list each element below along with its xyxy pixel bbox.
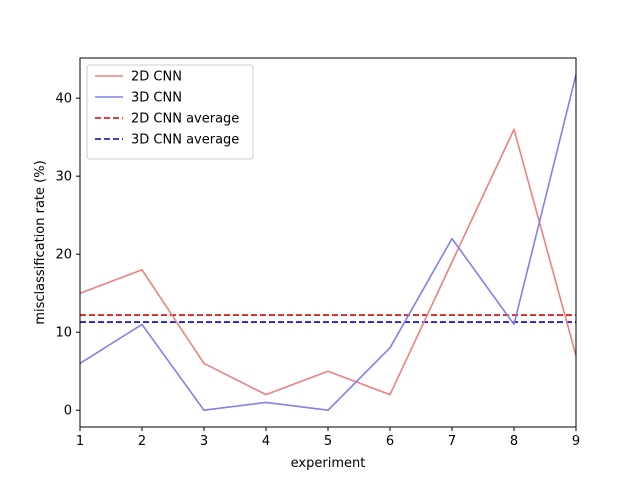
x-tick-label: 6 [386, 434, 394, 449]
plot-area [79, 74, 577, 412]
y-tick-label: 10 [55, 326, 72, 341]
x-axis-label: experiment [291, 456, 366, 471]
y-axis-label: misclassification rate (%) [33, 160, 48, 324]
x-tick-label: 3 [200, 434, 208, 449]
x-tick-label: 9 [572, 434, 580, 449]
y-axis-ticks: 0 10 20 30 40 [55, 92, 80, 419]
legend-box [86, 64, 254, 160]
x-tick-label: 7 [448, 434, 456, 449]
series-line-2 [79, 74, 577, 412]
y-tick-label: 0 [64, 404, 72, 419]
legend-label: 3D CNN [131, 91, 182, 106]
axes-frame [79, 57, 577, 428]
legend-label: 2D CNN [131, 70, 182, 85]
x-tick-label: 1 [76, 434, 84, 449]
y-tick-label: 40 [55, 92, 72, 107]
x-tick-label: 5 [324, 434, 332, 449]
y-tick-label: 30 [55, 170, 72, 185]
legend-label: 3D CNN average [131, 133, 239, 148]
x-tick-label: 2 [138, 434, 146, 449]
x-tick-label: 8 [510, 434, 518, 449]
series-line-1 [79, 128, 577, 396]
x-tick-label: 4 [262, 434, 270, 449]
x-axis-ticks: 1 2 3 4 5 6 7 8 9 [76, 427, 580, 449]
legend: 2D CNN 3D CNN 2D CNN average 3D CNN average [86, 64, 254, 160]
y-tick-label: 20 [55, 248, 72, 263]
legend-label: 2D CNN average [131, 112, 239, 127]
